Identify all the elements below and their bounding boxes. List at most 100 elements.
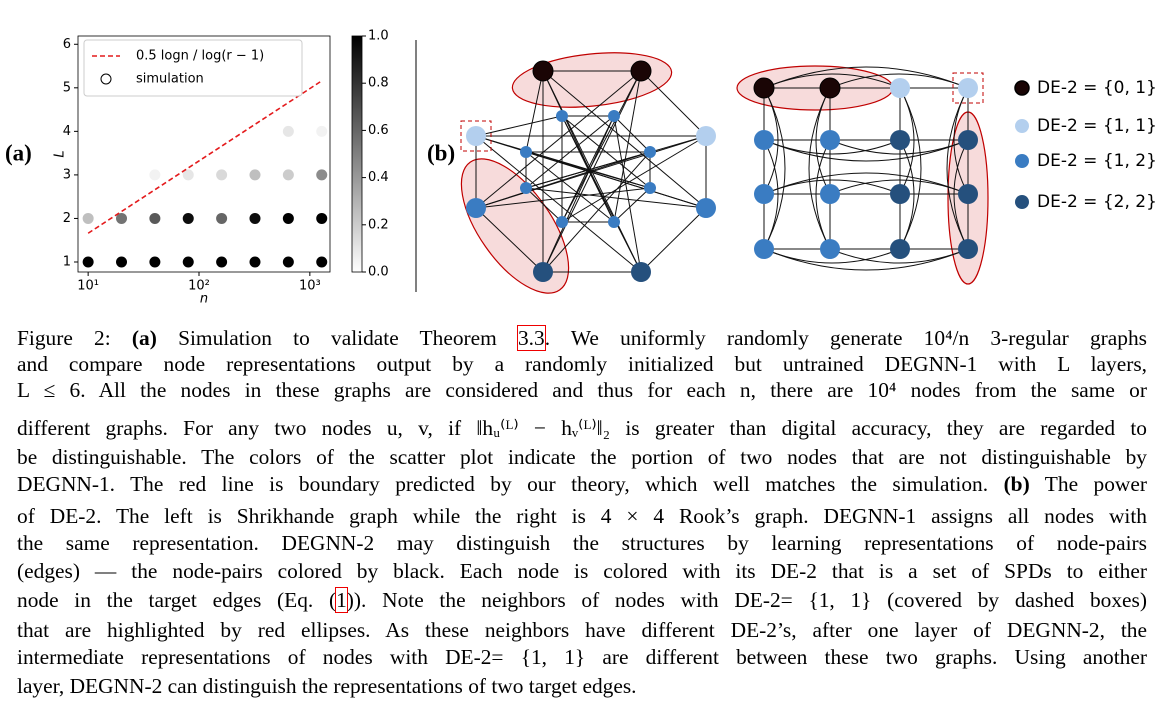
edge (613, 115, 642, 273)
point (316, 125, 328, 137)
node (644, 182, 656, 194)
point (149, 256, 161, 268)
x-tick-label: 10² (188, 279, 210, 294)
legend-node (1014, 80, 1030, 96)
edge (829, 248, 969, 264)
y-tick-label: 6 (63, 37, 71, 52)
node (466, 198, 486, 218)
caption-line: intermediate representations of nodes wi… (17, 644, 1147, 670)
point (82, 212, 94, 224)
point (116, 212, 128, 224)
edge (475, 70, 642, 209)
node (556, 216, 568, 228)
point (282, 212, 294, 224)
panel-label: (b) (427, 140, 455, 165)
point (116, 256, 128, 268)
caption-text[interactable]: 1 (335, 587, 348, 613)
node (696, 198, 716, 218)
node (520, 146, 532, 158)
y-tick-label: 5 (63, 80, 71, 95)
edge (613, 70, 642, 223)
caption-text: (a) (131, 326, 157, 350)
point (216, 256, 228, 268)
node (958, 78, 978, 98)
node (532, 60, 554, 82)
edge (829, 179, 969, 195)
edge (525, 151, 615, 223)
caption-line: that are highlighted by red ellipses. As… (17, 617, 1147, 643)
caption-line: and compare node representations output … (17, 351, 1147, 377)
legend-marker (100, 73, 112, 85)
edge (640, 207, 707, 273)
edge (542, 70, 707, 209)
x-tick-label: 10³ (299, 279, 321, 294)
caption-text: Figure 2: (17, 326, 132, 350)
point (249, 169, 261, 181)
figure: (a) (b) 1 2 3 4 5 6 10¹ 10² 10³ n L 0.5 logn / log(r … (5, 29, 1157, 307)
edge (525, 187, 707, 209)
legend-node (1015, 154, 1029, 168)
point (316, 256, 328, 268)
edge (475, 115, 563, 137)
point (249, 212, 261, 224)
legend-label: DE-2 = {1, 2} (1037, 151, 1157, 171)
colorbar-tick-label: 0.2 (368, 217, 389, 232)
edge (561, 70, 642, 223)
node (754, 184, 774, 204)
legend-node (1015, 119, 1029, 133)
legend-node (1015, 195, 1029, 209)
caption-line: node in the target edges (Eq. (1)). Note… (17, 587, 1147, 613)
caption-text: and compare node representations output … (17, 352, 1147, 376)
edge (525, 135, 707, 189)
node (890, 130, 910, 150)
point (282, 256, 294, 268)
node (958, 239, 978, 259)
caption-text: (edges) — the node-pairs colored by blac… (17, 559, 1147, 583)
caption-line: L ≤ 6. All the nodes in these graphs are… (17, 377, 1147, 403)
point (82, 256, 94, 268)
colorbar-tick-label: 0.8 (368, 76, 389, 91)
legend-label: DE-2 = {2, 2} (1037, 192, 1157, 212)
node (754, 130, 774, 150)
node (520, 182, 532, 194)
node (608, 216, 620, 228)
edge (946, 87, 969, 250)
edge (542, 151, 651, 273)
y-tick-label: 3 (63, 167, 71, 182)
y-tick-label: 4 (63, 124, 71, 139)
point (216, 169, 228, 181)
caption-text: )). Note the neighbors of nodes with DE-… (346, 588, 1147, 612)
edge (475, 135, 642, 273)
legend-label: simulation (136, 72, 204, 87)
point (282, 125, 294, 137)
point (182, 212, 194, 224)
edge (561, 135, 707, 223)
plot-frame (77, 35, 331, 273)
colorbar-tick-label: 0.4 (368, 170, 389, 185)
edge (613, 187, 651, 223)
node (958, 130, 978, 150)
caption-text: be distinguishable. The colors of the sc… (17, 445, 1147, 469)
caption-line: (edges) — the node-pairs colored by blac… (17, 558, 1147, 584)
colorbar (351, 35, 363, 273)
caption-text[interactable]: 3.3 (516, 325, 546, 351)
caption-text: that are highlighted by red ellipses. As… (17, 618, 1147, 642)
caption-text: (b) (1003, 472, 1030, 496)
edge (475, 207, 544, 273)
caption-text: of DE-2. The left is Shrikhande graph wh… (17, 504, 1147, 528)
edge (475, 187, 651, 209)
dashed-box (952, 72, 984, 104)
colorbar-tick-label: 0.6 (368, 123, 389, 138)
edge (829, 139, 969, 155)
point (216, 212, 228, 224)
panel-label: (a) (5, 140, 32, 165)
caption-text: layer, DEGNN-2 can distinguish the repre… (17, 674, 637, 698)
edge (613, 115, 651, 153)
edge (561, 115, 615, 223)
caption-text: the same representation. DEGNN-2 may dis… (17, 531, 1147, 555)
highlight-ellipse (460, 158, 570, 294)
point (182, 169, 194, 181)
caption-line: layer, DEGNN-2 can distinguish the repre… (17, 673, 1147, 699)
caption-text: different graphs. For any two nodes u, v… (17, 416, 1147, 440)
